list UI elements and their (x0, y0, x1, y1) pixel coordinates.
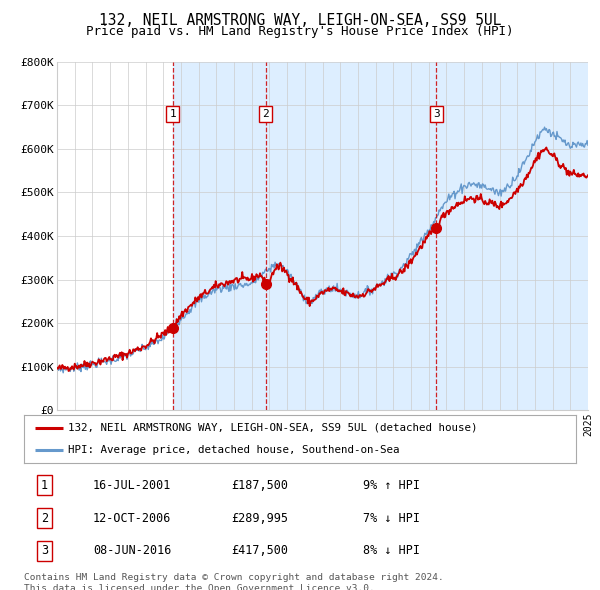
Text: £187,500: £187,500 (231, 479, 288, 492)
Text: 9% ↑ HPI: 9% ↑ HPI (364, 479, 421, 492)
Text: 3: 3 (433, 109, 440, 119)
Text: 132, NEIL ARMSTRONG WAY, LEIGH-ON-SEA, SS9 5UL (detached house): 132, NEIL ARMSTRONG WAY, LEIGH-ON-SEA, S… (68, 423, 478, 433)
Text: 08-JUN-2016: 08-JUN-2016 (93, 544, 172, 557)
Text: 12-OCT-2006: 12-OCT-2006 (93, 512, 172, 525)
Text: 16-JUL-2001: 16-JUL-2001 (93, 479, 172, 492)
Text: £289,995: £289,995 (231, 512, 288, 525)
Text: 3: 3 (41, 544, 48, 557)
Text: 132, NEIL ARMSTRONG WAY, LEIGH-ON-SEA, SS9 5UL: 132, NEIL ARMSTRONG WAY, LEIGH-ON-SEA, S… (99, 13, 501, 28)
Bar (436, 62, 588, 410)
Text: 1: 1 (169, 109, 176, 119)
Text: Contains HM Land Registry data © Crown copyright and database right 2024.
This d: Contains HM Land Registry data © Crown c… (24, 573, 444, 590)
Text: Price paid vs. HM Land Registry's House Price Index (HPI): Price paid vs. HM Land Registry's House … (86, 25, 514, 38)
Text: 8% ↓ HPI: 8% ↓ HPI (364, 544, 421, 557)
Text: 2: 2 (41, 512, 48, 525)
Text: 2: 2 (262, 109, 269, 119)
Bar (266, 62, 436, 410)
Bar (173, 62, 266, 410)
Text: HPI: Average price, detached house, Southend-on-Sea: HPI: Average price, detached house, Sout… (68, 445, 400, 455)
Text: 7% ↓ HPI: 7% ↓ HPI (364, 512, 421, 525)
Text: 1: 1 (41, 479, 48, 492)
Text: £417,500: £417,500 (231, 544, 288, 557)
